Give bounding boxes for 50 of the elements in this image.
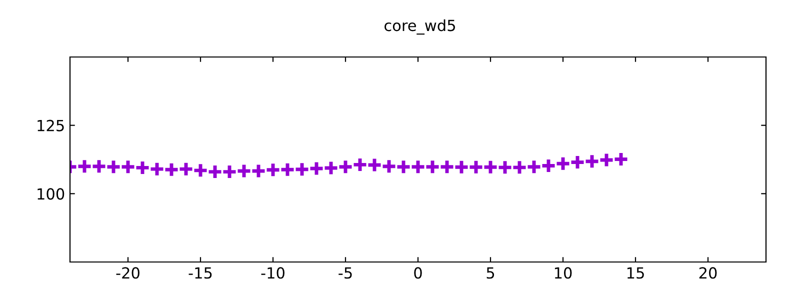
point bbox=[424, 158, 440, 175]
point bbox=[526, 158, 542, 175]
point bbox=[207, 164, 223, 180]
point bbox=[149, 161, 165, 178]
x-tick-label: 15 bbox=[627, 267, 644, 279]
x-tick-label: -5 bbox=[338, 267, 352, 279]
point bbox=[482, 159, 498, 176]
point bbox=[265, 162, 281, 178]
point bbox=[352, 156, 368, 173]
point bbox=[323, 160, 339, 176]
point bbox=[294, 161, 310, 178]
point bbox=[236, 162, 252, 179]
point bbox=[222, 164, 238, 180]
x-tick-label: 0 bbox=[414, 267, 422, 279]
x-tick-label: -15 bbox=[188, 267, 212, 279]
point bbox=[439, 158, 455, 175]
point bbox=[120, 158, 136, 175]
point bbox=[338, 158, 354, 175]
point bbox=[555, 156, 571, 172]
y-tick-label: 125 bbox=[38, 120, 64, 132]
x-tick-label: 10 bbox=[554, 267, 572, 279]
point bbox=[164, 162, 180, 178]
point bbox=[540, 158, 556, 174]
point bbox=[396, 158, 412, 175]
x-tick-label: 5 bbox=[486, 267, 494, 279]
y-tick-label: 100 bbox=[38, 188, 64, 200]
point bbox=[584, 153, 600, 170]
point bbox=[366, 156, 382, 173]
point bbox=[570, 154, 586, 170]
point bbox=[497, 159, 513, 176]
point bbox=[106, 158, 122, 175]
point bbox=[381, 158, 397, 174]
point bbox=[454, 159, 470, 176]
point bbox=[598, 152, 614, 168]
point bbox=[280, 162, 296, 178]
point bbox=[410, 158, 426, 175]
point bbox=[250, 162, 266, 179]
chart-title: core_wd5 bbox=[384, 19, 455, 35]
x-tick-label: 20 bbox=[699, 267, 717, 279]
point bbox=[613, 151, 629, 168]
point bbox=[308, 160, 324, 177]
point bbox=[192, 162, 208, 178]
point bbox=[468, 159, 484, 176]
point bbox=[512, 159, 528, 176]
point bbox=[91, 158, 107, 174]
x-tick-label: -10 bbox=[261, 267, 284, 279]
point bbox=[178, 161, 194, 178]
x-tick-label: -20 bbox=[116, 267, 140, 279]
point bbox=[134, 160, 150, 176]
point bbox=[76, 158, 92, 174]
